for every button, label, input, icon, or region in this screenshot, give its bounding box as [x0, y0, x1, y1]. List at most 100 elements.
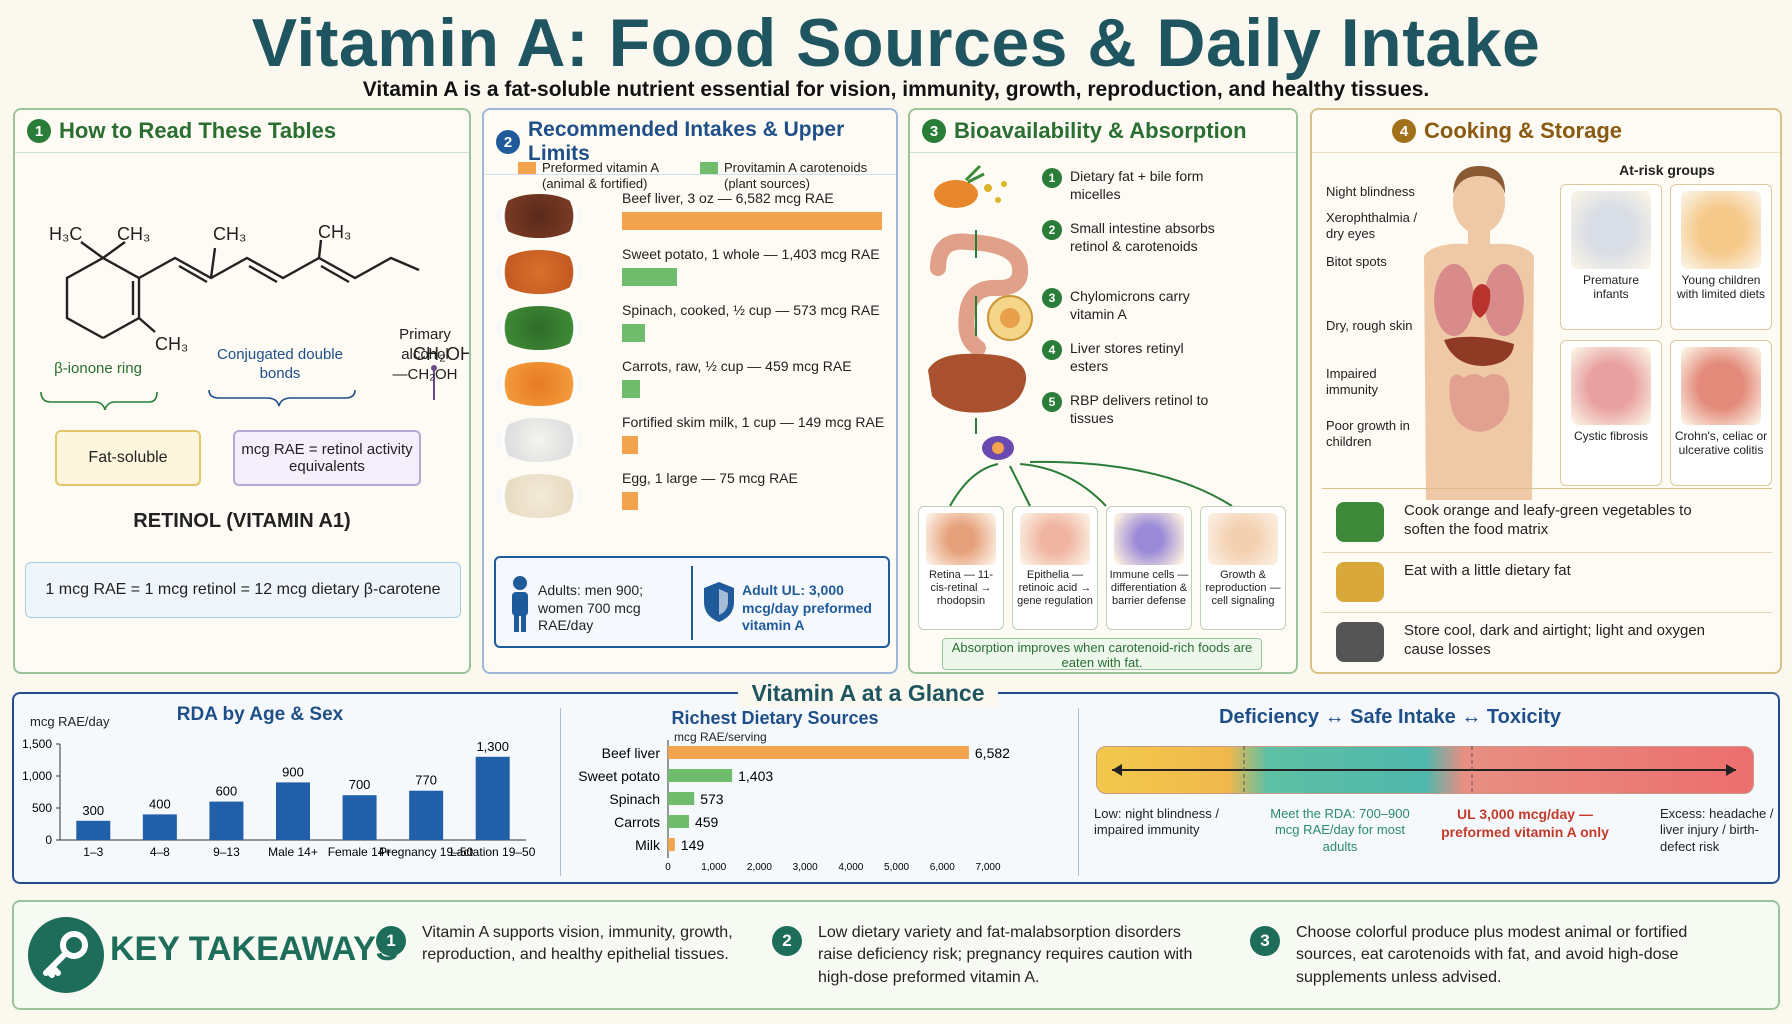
sources-chart-title: Richest Dietary Sources	[671, 708, 879, 728]
tissue-label: Epithelia — retinoic acid → gene regulat…	[1017, 569, 1093, 608]
oil-bottle-icon	[1336, 562, 1384, 602]
key-takeaways-section	[12, 900, 1780, 1010]
page-subtitle: Vitamin A is a fat-soluble nutrient esse…	[362, 78, 1430, 101]
retinol-structure-diagram: H₃C CH₃ CH₃ CH₃ CH₃ CH₂OH	[40, 222, 469, 410]
step-text: Small intestine absorbs retinol & carote…	[1070, 220, 1215, 254]
tip-text: Eat with a little dietary fat	[1404, 562, 1571, 579]
step-number-badge: 4	[1392, 119, 1416, 143]
food-bar	[622, 268, 678, 286]
methyl-label: H₃C	[49, 224, 82, 244]
target-tissue-card: Growth & reproduction — cell signaling	[1200, 506, 1286, 630]
food-image	[496, 362, 582, 406]
rda-value-label: 400	[149, 796, 171, 811]
x-tick-label: 6,000	[930, 862, 955, 873]
rda-bar-chart: 0 500 1,000 1,500 300 1–3 400 4–8 600 9–13 900 Male…	[22, 737, 536, 859]
deficiency-sign: Dry, rough skin	[1326, 318, 1413, 333]
absorption-note: Absorption improves when carotenoid-rich…	[942, 638, 1262, 670]
y-tick-label: 1,500	[22, 737, 52, 751]
source-category-label: Spinach	[609, 791, 660, 807]
panel-header: 1 How to Read These Tables	[15, 110, 469, 153]
source-value-label: 6,582	[975, 745, 1010, 761]
rda-category-label: Female 14+	[328, 845, 392, 859]
panel-header: 2 Recommended Intakes & Upper Limits	[484, 110, 896, 175]
step-number-badge: 2	[496, 130, 520, 154]
deficiency-sign: Bitot spots	[1326, 254, 1387, 269]
panel-cooking-storage: 4 Cooking & Storage Night blindness Xerop…	[1310, 108, 1782, 674]
source-value-label: 1,403	[738, 768, 773, 784]
tissue-label: Retina — 11-cis-retinal → rhodopsin	[929, 569, 993, 608]
divider	[560, 708, 561, 876]
adult-intake-box: Adults: men 900; women 700 mcg RAE/day A…	[494, 556, 890, 648]
legend-label: Preformed vitamin A (animal & fortified)	[542, 160, 659, 192]
source-value-label: 459	[695, 814, 719, 830]
step-number: 4	[1042, 340, 1062, 360]
y-tick-label: 0	[45, 833, 52, 847]
spectrum-ul-label: UL 3,000 mcg/day — preformed vitamin A o…	[1441, 806, 1609, 840]
source-bar	[668, 769, 733, 782]
pot-icon	[1336, 502, 1384, 542]
rda-value-label: 600	[216, 784, 238, 799]
food-bar	[622, 212, 882, 230]
distribution-arrows	[949, 460, 1233, 507]
tissue-label: Immune cells — differentiation & barrier…	[1109, 569, 1189, 608]
panel-title: Bioavailability & Absorption	[954, 118, 1247, 143]
step-text: RBP delivers retinol to tissues	[1070, 392, 1209, 426]
target-tissue-card: Immune cells — differentiation & barrier…	[1106, 506, 1192, 630]
rda-category-label: Pregnancy 19–50	[379, 845, 473, 859]
rda-category-label: 9–13	[213, 845, 240, 859]
deficiency-sign: Night blindness	[1326, 184, 1415, 199]
spectrum-rda-label: Meet the RDA: 700–900 mcg RAE/day for mo…	[1270, 806, 1410, 854]
rda-category-label: Lactation 19–50	[450, 845, 536, 859]
absorption-step: 5 RBP delivers retinol to tissues	[1042, 392, 1290, 428]
source-value-label: 573	[700, 791, 724, 807]
source-value-label: 149	[681, 837, 705, 853]
storage-jar-icon	[1336, 622, 1384, 662]
panel-how-to-read: 1 How to Read These Tables H₃C CH₃ CH₃ C…	[13, 108, 471, 674]
human-body-illustration	[1424, 166, 1534, 500]
panel-bioavailability: 3 Bioavailability & Absorption 1 Dietary …	[908, 108, 1298, 674]
rda-chart-title: RDA by Age & Sex	[176, 704, 344, 725]
y-tick-label: 500	[32, 801, 52, 815]
takeaway-text: Low dietary variety and fat-malabsorptio…	[818, 924, 1193, 986]
tissue-image	[926, 513, 996, 565]
rda-bar	[342, 795, 377, 840]
x-tick-label: 7,000	[975, 862, 1000, 873]
step-number-badge: 3	[922, 119, 946, 143]
tissue-image	[1020, 513, 1090, 565]
alcohol-label-line1: Primary	[399, 326, 451, 343]
divider	[1322, 488, 1772, 489]
legend-label: Provitamin A carotenoids (plant sources)	[724, 160, 868, 192]
page-title: Vitamin A: Food Sources & Daily Intake	[251, 5, 1541, 81]
x-tick-label: 2,000	[747, 862, 772, 873]
at-risk-label: Cystic fibrosis	[1573, 429, 1648, 443]
rda-category-label: 4–8	[150, 845, 170, 859]
rda-bar	[209, 801, 244, 840]
target-tissue-card: Retina — 11-cis-retinal → rhodopsin	[918, 506, 1004, 630]
target-tissue-card: Epithelia — retinoic acid → gene regulat…	[1012, 506, 1098, 630]
panel-header: 4 Cooking & Storage	[1312, 110, 1780, 153]
hydroxyl-label: CH₂OH	[413, 344, 469, 364]
key-icon	[28, 917, 104, 993]
x-tick-label: 0	[665, 862, 671, 873]
food-bar	[622, 492, 638, 510]
at-risk-image	[1571, 347, 1651, 425]
panel-title: How to Read These Tables	[59, 118, 337, 143]
divider	[691, 566, 693, 640]
takeaway-text: Vitamin A supports vision, immunity, gro…	[422, 924, 733, 964]
at-risk-card: Crohn's, celiac or ulcerative colitis	[1670, 340, 1772, 486]
legend-swatch-orange	[518, 162, 536, 174]
x-tick-label: 3,000	[793, 862, 818, 873]
upper-limit-text: Adult UL: 3,000 mcg/day preformed vitami…	[742, 582, 872, 633]
deficiency-sign: Xerophthalmia / dry eyes	[1326, 210, 1418, 242]
source-category-label: Sweet potato	[578, 768, 660, 784]
tissue-image	[1114, 513, 1184, 565]
sources-unit: mcg RAE/serving	[674, 730, 767, 744]
rae-badge: mcg RAE = retinol activity equivalents	[233, 430, 421, 486]
at-risk-title: At-risk groups	[1619, 162, 1715, 178]
food-label: Spinach, cooked, ½ cup — 573 mcg RAE	[622, 302, 880, 318]
spectrum-title: Deficiency ↔ Safe Intake ↔ Toxicity	[1219, 706, 1561, 728]
divider	[1322, 552, 1772, 553]
absorption-step: 3 Chylomicrons carry vitamin A	[1042, 288, 1290, 324]
panel-title: Cooking & Storage	[1424, 118, 1623, 143]
step-number: 3	[1042, 288, 1062, 308]
